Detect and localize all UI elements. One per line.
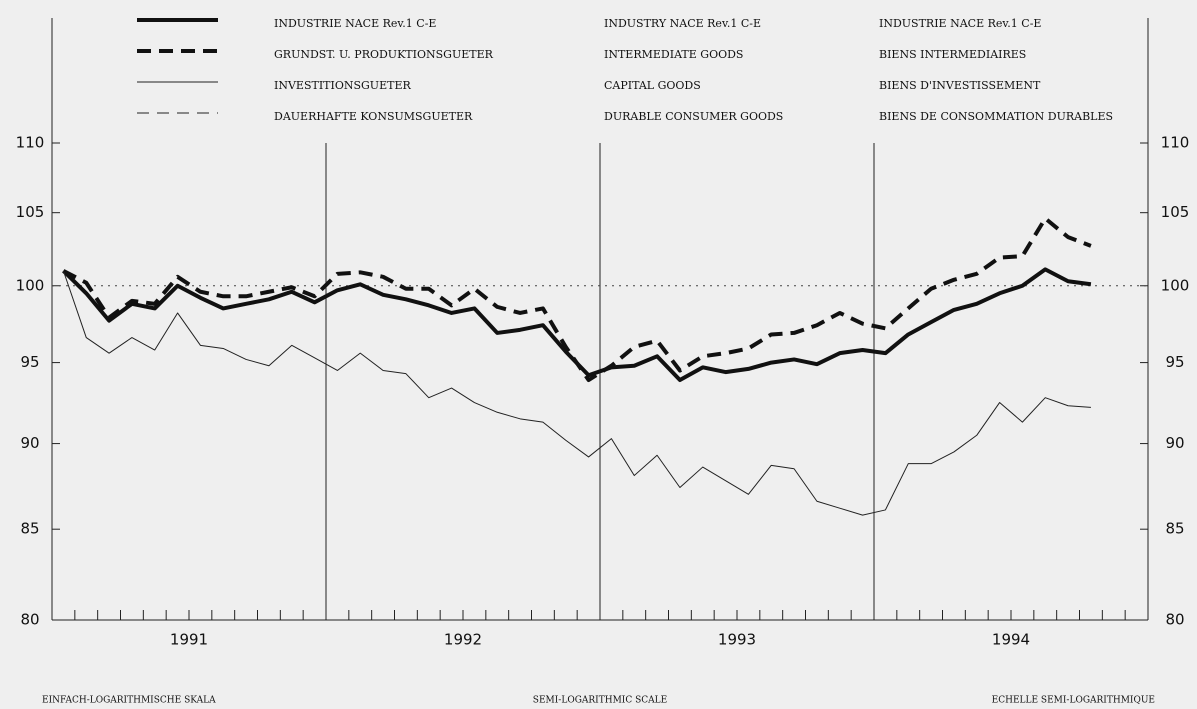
footer-note: SEMI-LOGARITHMIC SCALE <box>533 696 667 706</box>
legend-label-en: INTERMEDIATE GOODS <box>604 48 743 61</box>
legend-label-fr: BIENS D'INVESTISSEMENT <box>879 79 1041 92</box>
footer-note: EINFACH-LOGARITHMISCHE SKALA <box>42 696 216 706</box>
legend-label-fr: INDUSTRIE NACE Rev.1 C-E <box>879 17 1041 30</box>
year-label: 1992 <box>444 631 482 649</box>
year-label: 1991 <box>170 631 208 649</box>
y-tick-label: 80 <box>20 611 39 629</box>
series-line <box>62 216 1092 383</box>
legend-label-en: DURABLE CONSUMER GOODS <box>604 110 783 123</box>
y-tick-label: 85 <box>20 520 39 538</box>
y-tick-label-right: 95 <box>1165 353 1184 371</box>
legend-label-en: INDUSTRY NACE Rev.1 C-E <box>604 17 761 30</box>
y-tick-label-right: 105 <box>1161 203 1190 221</box>
y-tick-label-right: 110 <box>1161 134 1190 152</box>
series-line <box>62 270 1091 516</box>
legend-label: INVESTITIONSGUETER <box>274 79 411 92</box>
y-tick-label: 90 <box>20 434 39 452</box>
legend-label: INDUSTRIE NACE Rev.1 C-E <box>274 17 436 30</box>
y-tick-label-right: 90 <box>1165 434 1184 452</box>
footer-note: ECHELLE SEMI-LOGARITHMIQUE <box>992 696 1155 706</box>
legend-label-fr: BIENS INTERMEDIAIRES <box>879 48 1026 61</box>
legend-label: GRUNDST. U. PRODUKTIONSGUETER <box>274 48 494 61</box>
y-tick-label: 95 <box>20 353 39 371</box>
y-tick-label-right: 100 <box>1161 276 1190 294</box>
year-label: 1993 <box>718 631 756 649</box>
year-label: 1994 <box>992 631 1030 649</box>
legend-label: DAUERHAFTE KONSUMSGUETER <box>274 110 473 123</box>
legend-label-fr: BIENS DE CONSOMMATION DURABLES <box>879 110 1113 123</box>
y-tick-label-right: 85 <box>1165 520 1184 538</box>
y-tick-label: 105 <box>16 203 45 221</box>
y-tick-label-right: 80 <box>1165 611 1184 629</box>
legend-label-en: CAPITAL GOODS <box>604 79 701 92</box>
y-tick-label: 110 <box>16 134 45 152</box>
y-tick-label: 100 <box>16 276 45 294</box>
